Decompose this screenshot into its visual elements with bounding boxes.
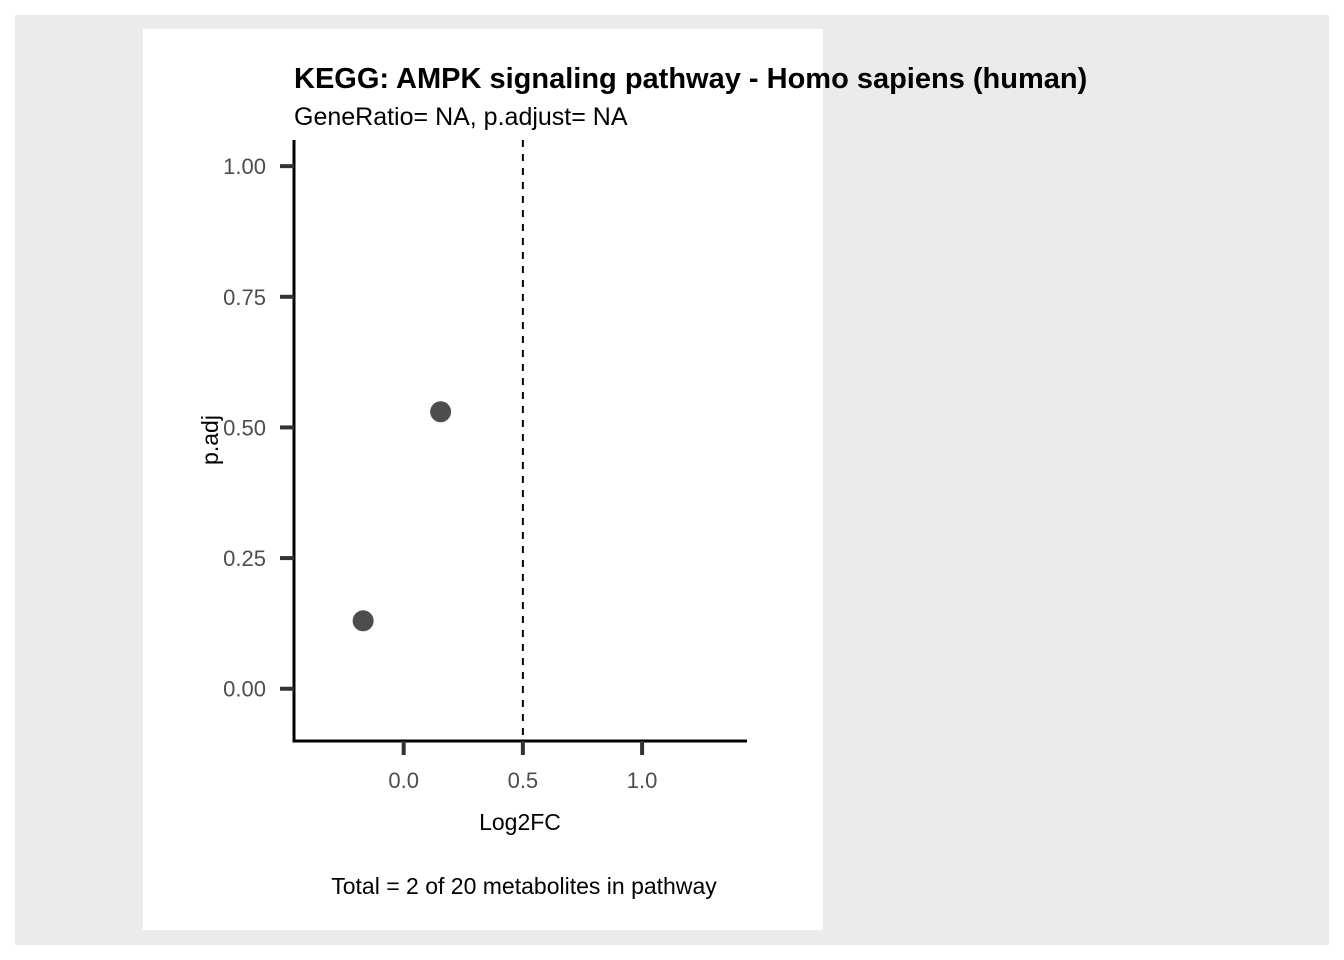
y-tick-label: 0.25 [223, 546, 266, 571]
data-points [352, 401, 452, 632]
x-tick-label: 0.5 [508, 768, 539, 793]
y-tick-label: 0.00 [223, 677, 266, 702]
chart-caption: Total = 2 of 20 metabolites in pathway [331, 873, 717, 899]
y-axis-title: p.adj [197, 415, 223, 465]
x-axis: 0.0 0.5 1.0 [292, 739, 747, 793]
data-point [430, 401, 452, 423]
chart-title: KEGG: AMPK signaling pathway - Homo sapi… [294, 63, 1088, 95]
y-tick-label: 1.00 [223, 154, 266, 179]
data-point [352, 610, 374, 632]
x-tick-label: 1.0 [627, 768, 658, 793]
x-axis-title: Log2FC [479, 809, 561, 835]
y-axis: 0.00 0.25 0.50 0.75 1.00 [223, 140, 296, 743]
plot-panel [143, 29, 823, 930]
y-tick-label: 0.75 [223, 285, 266, 310]
chart-subtitle: GeneRatio= NA, p.adjust= NA [294, 103, 628, 131]
y-tick-label: 0.50 [223, 415, 266, 440]
x-tick-label: 0.0 [388, 768, 419, 793]
